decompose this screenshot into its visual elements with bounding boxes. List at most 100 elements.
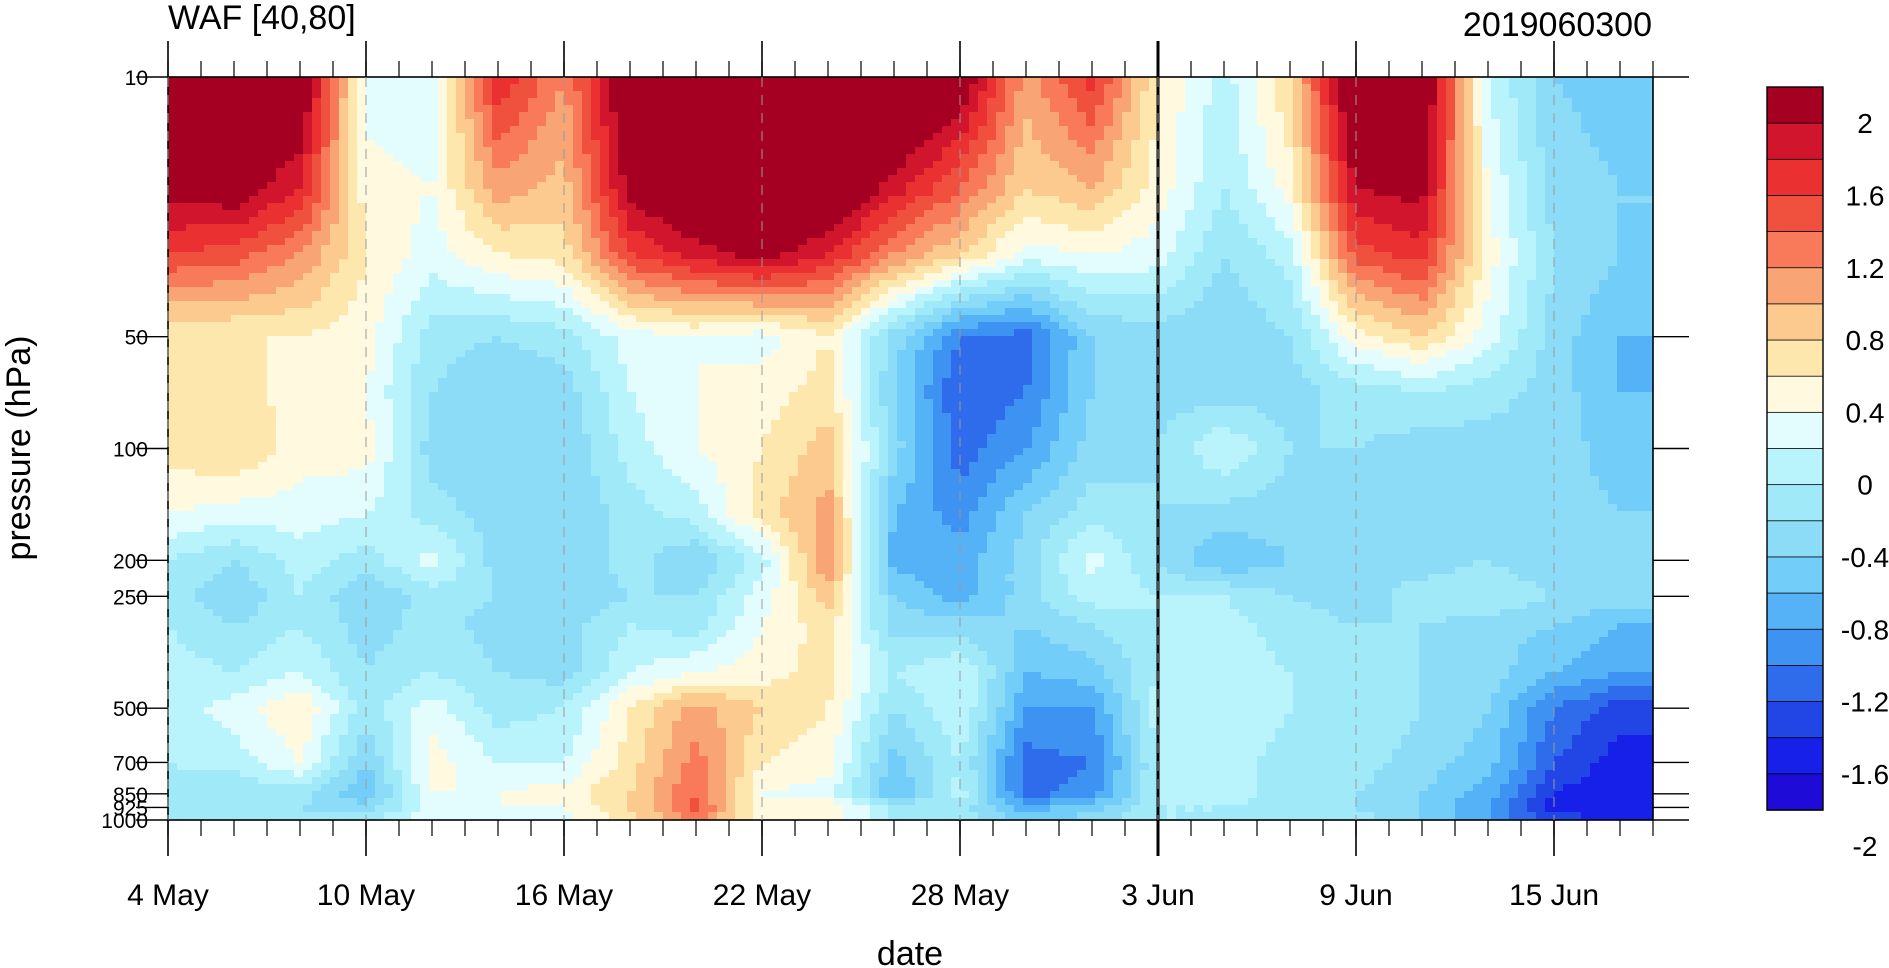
heatmap-cell <box>1455 133 1465 141</box>
heatmap-cell <box>1554 112 1564 120</box>
heatmap-cell <box>411 105 421 113</box>
heatmap-cell <box>1644 154 1654 162</box>
heatmap-cell <box>420 126 430 134</box>
heatmap-cell <box>1212 112 1222 120</box>
heatmap-cell <box>1617 147 1627 155</box>
heatmap-cell <box>204 140 214 148</box>
heatmap-cell <box>1032 119 1042 127</box>
heatmap-cell <box>204 133 214 141</box>
heatmap-cell <box>177 126 187 134</box>
heatmap-cell <box>1446 119 1456 127</box>
heatmap-cell <box>330 126 340 134</box>
heatmap-cell <box>357 126 367 134</box>
heatmap-cell <box>1383 77 1393 85</box>
heatmap-cell <box>321 91 331 99</box>
heatmap-cell <box>420 77 430 85</box>
heatmap-cell <box>825 133 835 141</box>
heatmap-cell <box>1599 84 1609 92</box>
heatmap-cell <box>204 161 214 169</box>
heatmap-cell <box>906 91 916 99</box>
heatmap-cell <box>1599 98 1609 106</box>
heatmap-cell <box>519 119 529 127</box>
heatmap-cell <box>528 84 538 92</box>
heatmap-cell <box>1185 91 1195 99</box>
heatmap-cell <box>1374 140 1384 148</box>
heatmap-cell <box>528 119 538 127</box>
heatmap-cell <box>1140 112 1150 120</box>
heatmap-cell <box>1041 126 1051 134</box>
heatmap-cell <box>861 105 871 113</box>
heatmap-cell <box>1455 91 1465 99</box>
heatmap-cell <box>1293 126 1303 134</box>
heatmap-cell <box>375 147 385 155</box>
heatmap-cell <box>1185 84 1195 92</box>
heatmap-cell <box>618 91 628 99</box>
heatmap-cell <box>852 77 862 85</box>
heatmap-cell <box>375 112 385 120</box>
heatmap-cell <box>1518 91 1528 99</box>
heatmap-cell <box>1491 140 1501 148</box>
heatmap-cell <box>726 77 736 85</box>
heatmap-cell <box>1068 126 1078 134</box>
heatmap-cell <box>717 91 727 99</box>
heatmap-cell <box>1347 147 1357 155</box>
heatmap-cell <box>1122 112 1132 120</box>
heatmap-cell <box>1617 98 1627 106</box>
heatmap-cell <box>231 105 241 113</box>
heatmap-cell <box>1194 98 1204 106</box>
heatmap-cell <box>600 77 610 85</box>
heatmap-cell <box>1356 147 1366 155</box>
heatmap-cell <box>177 147 187 155</box>
heatmap-cell <box>1032 126 1042 134</box>
heatmap-cell <box>1401 91 1411 99</box>
heatmap-cell <box>186 77 196 85</box>
heatmap-cell <box>1230 133 1240 141</box>
heatmap-cell <box>960 105 970 113</box>
heatmap-cell <box>186 84 196 92</box>
heatmap-cell <box>1095 77 1105 85</box>
heatmap-cell <box>573 154 583 162</box>
heatmap-cell <box>1059 119 1069 127</box>
heatmap-cell <box>303 84 313 92</box>
heatmap-cell <box>1536 126 1546 134</box>
heatmap-cell <box>1491 154 1501 162</box>
heatmap-cell <box>753 147 763 155</box>
heatmap-cell <box>447 105 457 113</box>
heatmap-cell <box>1428 98 1438 106</box>
heatmap-cell <box>258 119 268 127</box>
heatmap-cell <box>1176 133 1186 141</box>
heatmap-cell <box>249 98 259 106</box>
heatmap-cell <box>834 119 844 127</box>
heatmap-cell <box>573 147 583 155</box>
heatmap-cell <box>1050 133 1060 141</box>
heatmap-cell <box>177 154 187 162</box>
heatmap-cell <box>636 77 646 85</box>
heatmap-cell <box>744 77 754 85</box>
heatmap-cell <box>483 147 493 155</box>
heatmap-cell <box>1302 119 1312 127</box>
heatmap-cell <box>1059 105 1069 113</box>
heatmap-cell <box>1014 119 1024 127</box>
heatmap-cell <box>816 91 826 99</box>
heatmap-cell <box>501 154 511 162</box>
heatmap-cell <box>1383 91 1393 99</box>
heatmap-cell <box>1131 98 1141 106</box>
heatmap-cell <box>555 84 565 92</box>
heatmap-cell <box>726 98 736 106</box>
heatmap-cell <box>726 133 736 141</box>
heatmap-cell <box>267 77 277 85</box>
heatmap-cell <box>1140 154 1150 162</box>
heatmap-cell <box>384 84 394 92</box>
heatmap-cell <box>1032 84 1042 92</box>
heatmap-cell <box>1338 77 1348 85</box>
heatmap-cell <box>699 126 709 134</box>
heatmap-cell <box>933 84 943 92</box>
heatmap-cell <box>825 140 835 148</box>
heatmap-cell <box>1122 133 1132 141</box>
heatmap-cell <box>1032 154 1042 162</box>
heatmap-cell <box>690 126 700 134</box>
heatmap-cell <box>1239 91 1249 99</box>
heatmap-cell <box>645 98 655 106</box>
heatmap-cell <box>879 154 889 162</box>
heatmap-cell <box>582 133 592 141</box>
